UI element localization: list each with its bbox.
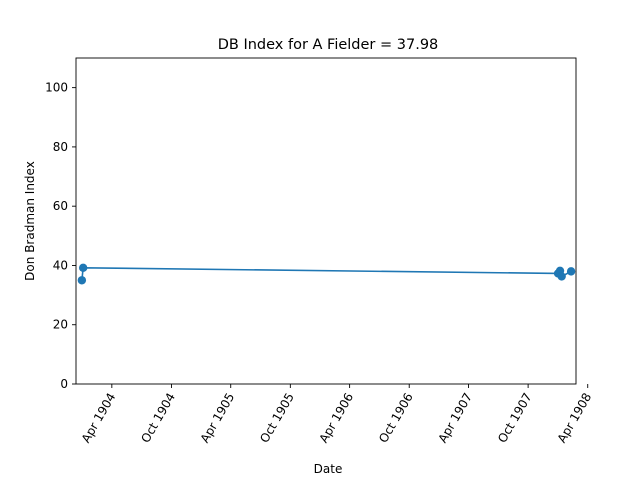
y-tick-label: 40 — [53, 258, 68, 272]
data-point — [557, 272, 566, 281]
y-axis: 0 20 40 60 80 100 — [45, 81, 76, 391]
y-tick-label: 20 — [53, 318, 68, 332]
y-tick-label: 80 — [53, 140, 68, 154]
plot-area — [77, 263, 576, 285]
y-tick-label: 60 — [53, 199, 68, 213]
data-point — [566, 267, 576, 276]
plot-frame — [75, 57, 577, 385]
y-tick-label: 100 — [45, 81, 68, 95]
data-point — [77, 276, 87, 285]
x-axis-label: Date — [314, 462, 343, 476]
y-tick-label: 0 — [60, 377, 68, 391]
y-axis-label: Don Bradman Index — [23, 161, 37, 281]
data-point — [78, 263, 88, 273]
chart-title: DB Index for A Fielder = 37.98 — [218, 37, 439, 53]
